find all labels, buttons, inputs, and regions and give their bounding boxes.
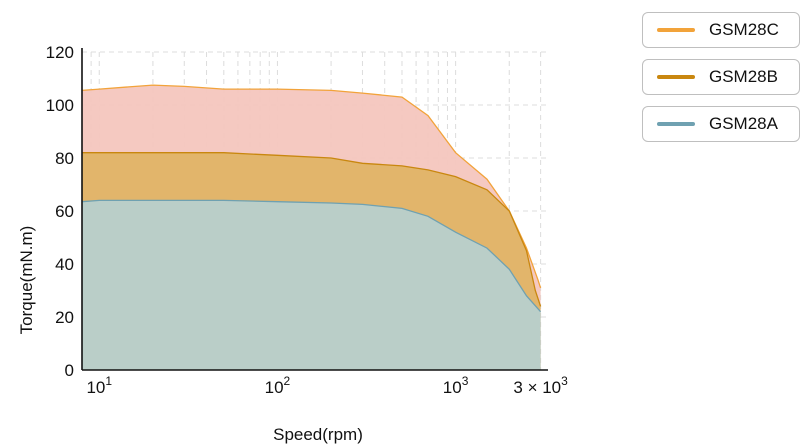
legend-swatch-gsm28a bbox=[657, 122, 695, 126]
y-axis-title: Torque(mN.m) bbox=[17, 226, 36, 335]
series-areas bbox=[82, 85, 541, 370]
y-tick-label-0: 0 bbox=[65, 361, 74, 380]
x-tick-label-100: 102 bbox=[265, 374, 291, 397]
y-tick-label-120: 120 bbox=[46, 43, 74, 62]
y-tick-label-40: 40 bbox=[55, 255, 74, 274]
x-axis-title: Speed(rpm) bbox=[273, 425, 363, 444]
series-line-gsm28b bbox=[82, 152, 542, 307]
series-line-gsm28a bbox=[81, 199, 542, 313]
legend-item-gsm28c[interactable]: GSM28C bbox=[642, 12, 800, 48]
x-tick-exponent-10: 1 bbox=[105, 374, 112, 388]
x-tick-exponent-100: 2 bbox=[284, 374, 291, 388]
x-tick-base-100: 10 bbox=[265, 378, 284, 397]
legend: GSM28C GSM28B GSM28A bbox=[642, 12, 800, 153]
x-tick-base-10: 10 bbox=[86, 378, 105, 397]
y-tick-label-100: 100 bbox=[46, 96, 74, 115]
y-tick-label-80: 80 bbox=[55, 149, 74, 168]
series-lines bbox=[81, 84, 542, 313]
legend-label-gsm28c: GSM28C bbox=[709, 20, 779, 39]
series-area-gsm28a bbox=[82, 200, 541, 370]
x-tick-label-1000: 103 bbox=[443, 374, 469, 397]
x-tick-base-3000: 3 × 10 bbox=[513, 378, 561, 397]
legend-item-gsm28a[interactable]: GSM28A bbox=[642, 106, 800, 142]
axes bbox=[81, 48, 548, 371]
y-tick-label-60: 60 bbox=[55, 202, 74, 221]
legend-label-gsm28a: GSM28A bbox=[709, 114, 778, 133]
legend-item-gsm28b[interactable]: GSM28B bbox=[642, 59, 800, 95]
x-tick-label-10: 101 bbox=[86, 374, 112, 397]
x-tick-exponent-1000: 3 bbox=[462, 374, 469, 388]
x-tick-label-3000: 3 × 103 bbox=[513, 374, 568, 397]
legend-swatch-gsm28b bbox=[657, 75, 695, 79]
x-tick-base-1000: 10 bbox=[443, 378, 462, 397]
legend-swatch-gsm28c bbox=[657, 28, 695, 32]
legend-label-gsm28b: GSM28B bbox=[709, 67, 778, 86]
y-tick-label-20: 20 bbox=[55, 308, 74, 327]
x-tick-exponent-3000: 3 bbox=[561, 374, 568, 388]
